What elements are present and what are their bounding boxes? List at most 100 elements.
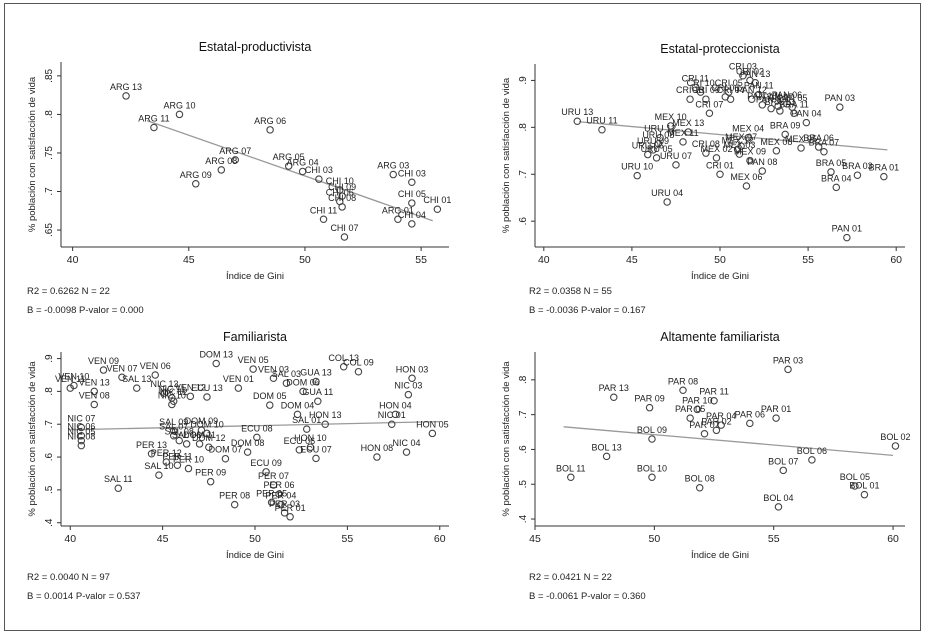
data-point-label: SAL 10 [144, 461, 173, 471]
data-point [663, 198, 671, 206]
chart-title: Estatal-productivista [199, 40, 312, 54]
data-point-label: BOL 08 [685, 474, 715, 484]
data-point-label: HON 03 [396, 364, 429, 374]
x-tick-label: 40 [538, 254, 550, 266]
data-point-label: PAN 04 [791, 109, 821, 119]
data-point [184, 464, 193, 473]
data-point-label: PER 09 [195, 468, 226, 478]
data-point-label: MEX 12 [722, 135, 754, 145]
data-point-label: PER 01 [275, 503, 306, 513]
data-point-label: PER 05 [256, 488, 287, 498]
data-point [394, 215, 402, 224]
data-point-label: ARG 05 [273, 152, 305, 162]
data-point [155, 471, 163, 479]
data-point-label: BOL 01 [849, 481, 879, 491]
data-point [767, 104, 775, 113]
data-point [744, 133, 752, 142]
stat-r2: R2 = 0.0358 N = 55 [529, 286, 612, 297]
y-tick-label: .85 [44, 68, 55, 82]
y-tick-label: .7 [518, 410, 529, 419]
x-tick-label: 50 [299, 254, 311, 266]
data-point-label: GUA 13 [300, 368, 332, 378]
x-tick-label: 40 [64, 533, 76, 545]
data-point-label: BRA 03 [842, 161, 873, 171]
data-point-label: PER 13 [136, 440, 167, 450]
data-point [654, 140, 663, 148]
data-point [746, 156, 754, 165]
data-point-label: CHI 07 [330, 223, 358, 233]
x-tick-label: 60 [887, 533, 899, 545]
data-point [672, 161, 680, 169]
data-point [779, 466, 788, 475]
x-axis-label: Índice de Gini [691, 550, 749, 561]
data-point-label: DOM 12 [192, 433, 226, 443]
data-point-label: PAN 05 [777, 93, 807, 103]
data-point-label: MEX 05 [785, 134, 817, 144]
data-point [710, 396, 718, 405]
data-point [891, 442, 900, 450]
x-tick-label: 60 [434, 533, 446, 545]
data-point-label: BRA 07 [809, 138, 840, 148]
data-point-label: PAN 08 [747, 157, 777, 167]
data-point-label: PAR 03 [773, 355, 803, 365]
data-point [751, 79, 759, 87]
data-point [652, 154, 661, 162]
data-point [827, 168, 835, 176]
data-point-label: PAN 06 [772, 90, 802, 100]
data-point-label: MEX 13 [672, 118, 704, 128]
data-point [269, 481, 278, 489]
data-point-label: CHI 10 [326, 176, 354, 186]
chart-panel-altamente-familiarista: Altamente familiarista 45 50 55 60 .4 .5 .6 .7 .8… [467, 324, 920, 624]
data-point-label: PER 11 [162, 451, 192, 461]
data-point [391, 410, 400, 419]
data-point [280, 509, 289, 517]
figure-frame: Estatal-productivista 40 45 50 55 .65 .7 .75 .8.… [4, 3, 921, 631]
data-point-label: CRI 09 [692, 85, 720, 95]
data-point [408, 220, 416, 228]
x-tick-label: 45 [626, 254, 638, 266]
data-point [644, 150, 652, 159]
fit-line [563, 426, 894, 457]
chart-svg: Estatal-productivista 40 45 50 55 .65 .7 .75 .8.… [27, 40, 451, 282]
data-point [205, 443, 213, 451]
data-point [389, 170, 397, 179]
data-point [610, 393, 618, 401]
data-point [776, 107, 784, 115]
data-point-label: ARG 06 [254, 116, 286, 126]
stat-r2: R2 = 0.0421 N = 22 [529, 572, 612, 583]
data-point [90, 387, 99, 396]
data-point [820, 147, 828, 156]
data-point [373, 453, 381, 461]
data-point-label: CHI 06 [326, 188, 354, 198]
x-tick-label: 50 [249, 533, 261, 545]
data-point [77, 436, 86, 445]
data-point-label: PAR 06 [735, 409, 765, 419]
data-point [269, 374, 278, 383]
data-point [221, 454, 230, 463]
data-point-label: NIC 10 [158, 391, 186, 401]
data-point-label: URU 10 [621, 162, 653, 172]
data-point [339, 363, 348, 371]
data-point [99, 366, 108, 374]
data-point [338, 203, 346, 211]
chart-panel-familiarista: Familiarista 40 45 50 55 60 .4 .5 .6 .7 .8 .9 Índice… [9, 324, 464, 624]
data-point [77, 431, 86, 440]
x-axis-label: Índice de Gini [691, 271, 749, 282]
data-point [755, 90, 763, 99]
data-point-label: MEX 11 [667, 128, 698, 138]
data-point [212, 359, 220, 368]
data-point-label: PAR 01 [761, 404, 791, 414]
data-point [169, 431, 178, 440]
x-tick-label: 45 [183, 254, 195, 266]
data-point [150, 123, 158, 132]
stat-b: B = -0.0036 P-valor = 0.167 [529, 305, 646, 316]
data-point-label: ARG 01 [382, 205, 414, 215]
data-point [182, 440, 191, 448]
data-point-label: PAR 08 [668, 376, 698, 386]
data-point-label: CRI 03 [729, 62, 757, 72]
data-point-label: URU 04 [651, 188, 683, 198]
data-point [195, 440, 204, 448]
data-point-label: PAN 03 [825, 93, 855, 103]
data-point-label: CHI 09 [328, 182, 356, 192]
data-point [686, 95, 694, 103]
